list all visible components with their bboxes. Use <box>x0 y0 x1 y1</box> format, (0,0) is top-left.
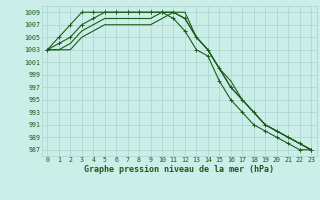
X-axis label: Graphe pression niveau de la mer (hPa): Graphe pression niveau de la mer (hPa) <box>84 165 274 174</box>
